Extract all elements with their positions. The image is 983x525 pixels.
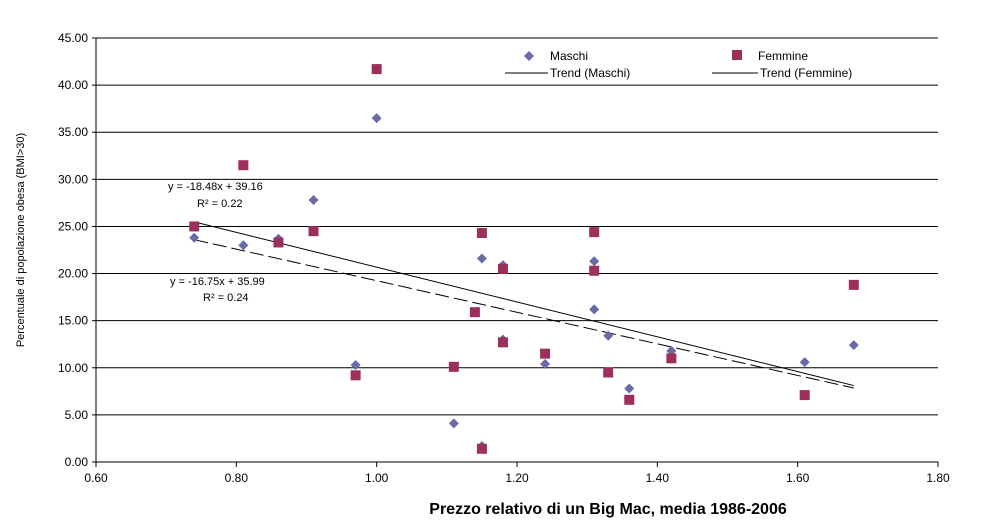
point-femmine	[666, 353, 677, 364]
point-femmine	[624, 394, 635, 405]
y-tick-label: 0.00	[65, 455, 89, 469]
x-axis-title: Prezzo relativo di un Big Mac, media 198…	[429, 501, 787, 518]
data-points	[189, 64, 859, 454]
gridlines	[96, 37, 938, 416]
x-tick-label: 1.80	[926, 471, 950, 485]
point-femmine	[476, 228, 487, 239]
trend-maschi-equation: y = -16.75x + 35.99	[170, 276, 265, 288]
trend-femmine-r2: R² = 0.22	[197, 198, 243, 210]
y-tick-label: 25.00	[58, 219, 88, 233]
point-femmine	[799, 390, 810, 401]
legend-femmine-label: Femmine	[758, 49, 808, 63]
y-tick-label: 40.00	[58, 78, 88, 92]
x-tick-label: 0.60	[84, 471, 108, 485]
legend-maschi-label: Maschi	[550, 49, 588, 63]
y-tick-label: 15.00	[58, 314, 88, 328]
trend-femmine-equation: y = -18.48x + 39.16	[168, 181, 263, 193]
x-tick-label: 1.20	[505, 471, 529, 485]
point-femmine	[476, 443, 487, 454]
point-femmine	[238, 160, 249, 171]
point-maschi	[448, 418, 459, 429]
point-femmine	[589, 265, 600, 276]
point-maschi	[603, 330, 614, 341]
point-femmine	[848, 279, 859, 290]
y-tick-label: 5.00	[65, 408, 89, 422]
point-maschi	[350, 359, 361, 370]
x-tick-labels: 0.60 0.80 1.00 1.20 1.40 1.60 1.80	[84, 462, 950, 485]
point-maschi	[589, 256, 600, 267]
x-tick-label: 1.00	[365, 471, 389, 485]
legend-femmine-marker	[732, 50, 742, 60]
point-maschi	[540, 359, 551, 370]
y-tick-label: 10.00	[58, 361, 88, 375]
trendline-trend-maschi	[194, 239, 854, 389]
point-maschi	[189, 232, 200, 243]
point-femmine	[589, 227, 600, 238]
y-tick-label: 45.00	[58, 31, 88, 45]
trendlines	[194, 221, 854, 389]
legend: Maschi Femmine Trend (Maschi) Trend (Fem…	[505, 49, 852, 80]
y-axis-title: Percentuale di popolazione obesa (BMI>30…	[15, 133, 27, 347]
point-maschi	[848, 340, 859, 351]
x-tick-label: 0.80	[225, 471, 249, 485]
y-tick-label: 20.00	[58, 267, 88, 281]
point-maschi	[476, 253, 487, 264]
point-femmine	[448, 361, 459, 372]
point-maschi	[371, 113, 382, 124]
point-maschi	[799, 357, 810, 368]
point-maschi	[666, 345, 677, 356]
legend-trend-femmine-label: Trend (Femmine)	[760, 66, 852, 80]
trend-maschi-r2: R² = 0.24	[203, 292, 249, 304]
point-femmine	[273, 237, 284, 248]
point-femmine	[469, 307, 480, 318]
point-maschi	[624, 383, 635, 394]
point-femmine	[189, 221, 200, 232]
legend-trend-maschi-label: Trend (Maschi)	[550, 66, 630, 80]
x-tick-label: 1.40	[646, 471, 670, 485]
y-tick-label: 35.00	[58, 125, 88, 139]
point-femmine	[308, 226, 319, 237]
point-femmine	[371, 64, 382, 75]
x-tick-label: 1.60	[786, 471, 810, 485]
point-femmine	[603, 367, 614, 378]
axes	[95, 38, 938, 463]
y-tick-label: 30.00	[58, 172, 88, 186]
point-femmine	[350, 370, 361, 381]
trendline-trend-femmine	[194, 221, 854, 387]
point-maschi	[238, 240, 249, 251]
point-maschi	[589, 304, 600, 315]
point-maschi	[308, 195, 319, 206]
point-femmine	[497, 337, 508, 348]
point-femmine	[497, 263, 508, 274]
point-femmine	[540, 348, 551, 359]
legend-maschi-marker	[524, 51, 534, 61]
y-tick-labels: 0.00 5.00 10.00 15.00 20.00 25.00 30.00 35.00 40…	[58, 31, 96, 469]
